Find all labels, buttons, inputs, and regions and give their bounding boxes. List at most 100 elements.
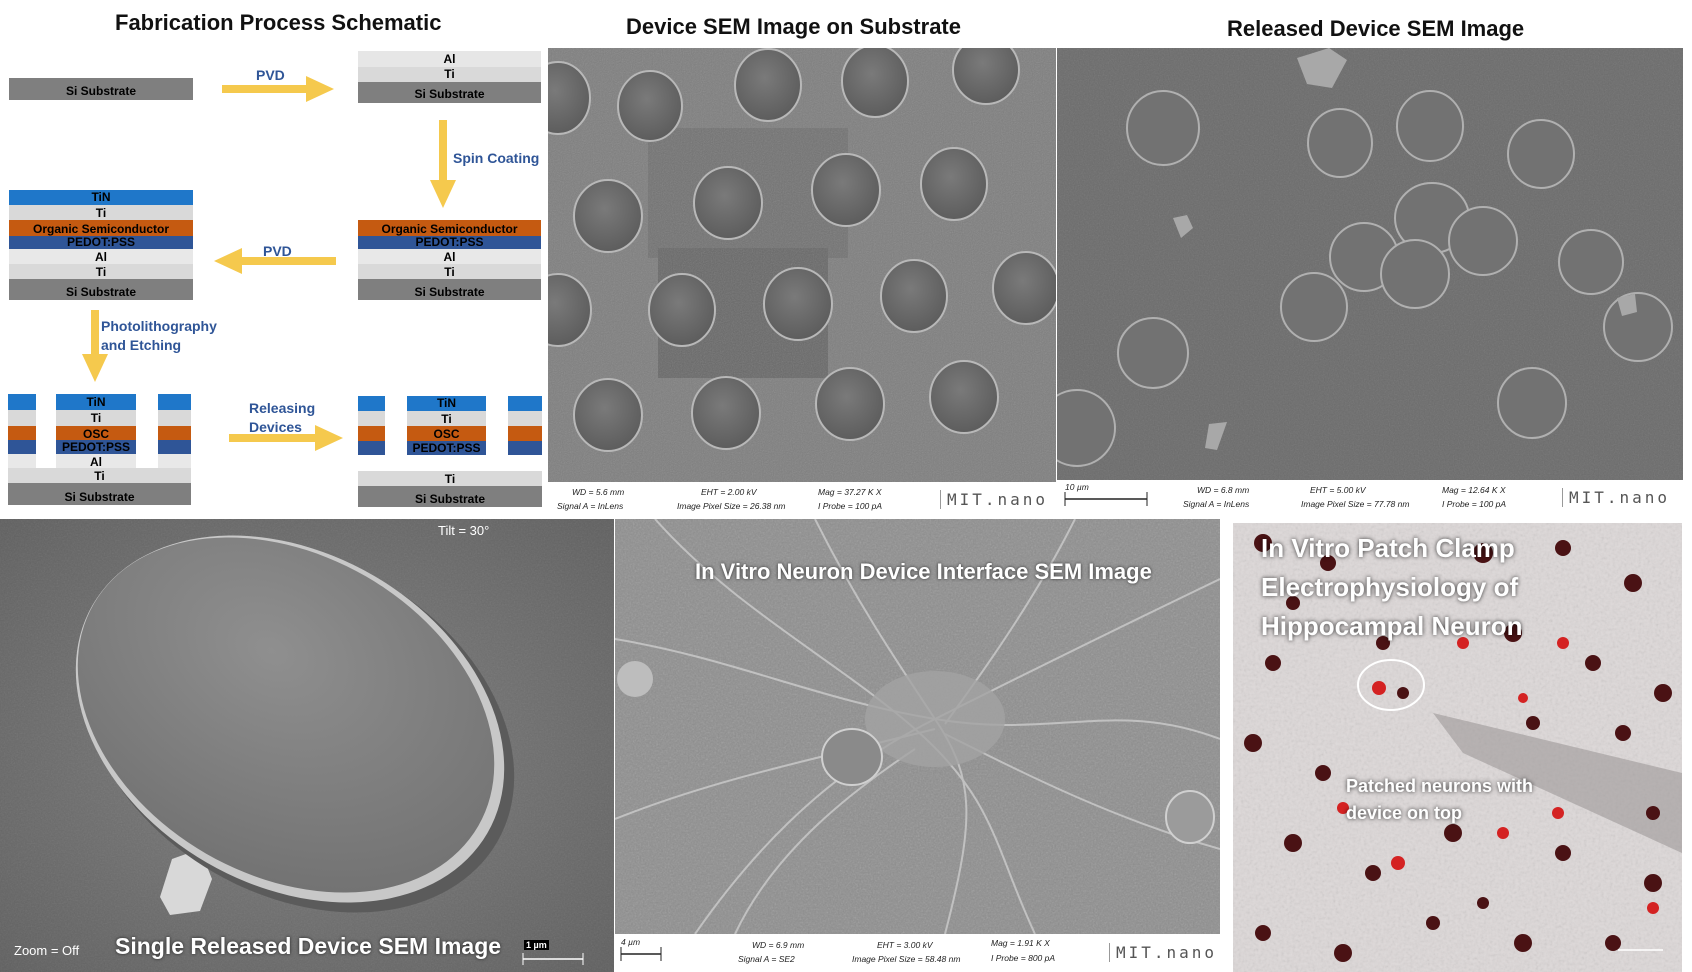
layer-si: Si Substrate: [9, 78, 193, 100]
layer-al: Al: [56, 454, 136, 468]
step-spin-coating: Spin Coating: [453, 150, 540, 166]
layer-ti: Ti: [358, 471, 542, 486]
signal-label: Signal A = InLens: [1183, 499, 1250, 509]
released-title: Released Device SEM Image: [1227, 16, 1525, 41]
layer-al: [8, 454, 36, 468]
layer-ti: [8, 410, 36, 426]
layer-osc: [8, 426, 36, 440]
layer-osc: Organic Semiconductor: [358, 220, 541, 236]
wd-label: WD = 5.6 mm: [572, 487, 625, 497]
mag-label: Mag = 37.27 K X: [818, 487, 882, 497]
scale-bar-label: 4 µm: [621, 937, 641, 947]
neuron-sem-image: [615, 519, 1220, 934]
arrow-right-icon: [229, 425, 343, 451]
pixel-size-label: Image Pixel Size = 26.38 nm: [677, 501, 786, 511]
arrow-down-icon: [430, 120, 456, 208]
arrow-down-icon: [82, 310, 108, 382]
step-photolithography: Photolithography and Etching: [101, 317, 217, 355]
layer-ti: [158, 410, 191, 426]
layer-ti: Ti: [358, 264, 541, 279]
layer-osc: [158, 426, 191, 440]
mit-nano-logo: MIT.nano: [940, 490, 1048, 509]
layer-pedot: PEDOT:PSS: [407, 441, 486, 455]
arrow-left-icon: [214, 248, 336, 274]
patched-neuron-annotation: Patched neurons with device on top: [1346, 773, 1533, 827]
layer-osc: OSC: [56, 426, 136, 440]
signal-label: Signal A = InLens: [557, 501, 624, 511]
layer-si: Si Substrate: [8, 483, 191, 505]
layer-tin: [508, 396, 542, 411]
layer-ti: Ti: [9, 205, 193, 220]
neuron-caption: In Vitro Neuron Device Interface SEM Ima…: [695, 559, 1152, 584]
mit-nano-logo: MIT.nano: [1109, 943, 1217, 962]
patch-title-line-1: In Vitro Patch Clamp: [1261, 533, 1515, 563]
sem-substrate-panel: WD = 5.6 mm Signal A = InLens EHT = 2.00…: [548, 48, 1056, 518]
layer-ti: Ti: [56, 410, 136, 426]
sem-substrate-image: [548, 48, 1056, 482]
pixel-size-label: Image Pixel Size = 77.78 nm: [1301, 499, 1410, 509]
step-photo-line-2: and Etching: [101, 337, 182, 353]
layer-tin: TiN: [9, 190, 193, 205]
layer-si: Si Substrate: [9, 279, 193, 300]
sem-released-infobar: 10 µm WD = 6.8 mm Signal A = InLens EHT …: [1057, 480, 1683, 518]
wd-label: WD = 6.9 mm: [752, 940, 805, 950]
sem-released-panel: 10 µm WD = 6.8 mm Signal A = InLens EHT …: [1057, 48, 1683, 518]
layer-pedot: PEDOT:PSS: [358, 236, 541, 249]
mag-label: Mag = 1.91 K X: [991, 938, 1050, 948]
layer-tin: [158, 394, 191, 410]
layer-ti: Ti: [9, 264, 193, 279]
eht-label: EHT = 5.00 kV: [1310, 485, 1366, 495]
step-releasing: Releasing Devices: [249, 399, 315, 437]
neuron-sem-panel: In Vitro Neuron Device Interface SEM Ima…: [615, 519, 1220, 972]
layer-tin: [358, 396, 385, 411]
scale-bar-icon: [1064, 492, 1148, 506]
step-release-line-1: Releasing: [249, 400, 316, 416]
patch-title-line-3: Hippocampal Neuron: [1261, 611, 1523, 641]
single-device-caption: Single Released Device SEM Image: [115, 933, 502, 959]
sem-substrate-infobar: WD = 5.6 mm Signal A = InLens EHT = 2.00…: [548, 482, 1056, 518]
tilt-label: Tilt = 30°: [438, 523, 490, 538]
step-photo-line-1: Photolithography: [101, 318, 217, 334]
probe-label: I Probe = 100 pA: [818, 501, 883, 511]
layer-ti: [508, 411, 542, 426]
scale-bar-label: 1 µm: [524, 940, 549, 950]
layer-osc: Organic Semiconductor: [9, 220, 193, 236]
layer-al: [158, 454, 191, 468]
substrate-title: Device SEM Image on Substrate: [626, 14, 961, 39]
layer-ti: Ti: [358, 67, 541, 82]
step-pvd-2: PVD: [263, 243, 292, 259]
layer-ti: Ti: [407, 411, 486, 426]
layer-al: Al: [358, 51, 541, 67]
patch-clamp-image: [1233, 523, 1682, 972]
layer-pedot: [158, 440, 191, 454]
scale-bar-icon: [522, 953, 584, 965]
single-device-image: [0, 519, 614, 972]
layer-pedot: PEDOT:PSS: [9, 236, 193, 249]
sem-released-image: [1057, 48, 1683, 482]
layer-ti: Ti: [8, 468, 191, 483]
mag-label: Mag = 12.64 K X: [1442, 485, 1506, 495]
layer-osc: [508, 426, 542, 441]
neuron-infobar: 4 µm WD = 6.9 mm Signal A = SE2 EHT = 3.…: [615, 934, 1220, 972]
fabrication-title: Fabrication Process Schematic: [115, 10, 442, 35]
layer-si: Si Substrate: [358, 82, 541, 103]
layer-pedot: [8, 440, 36, 454]
pixel-size-label: Image Pixel Size = 58.48 nm: [852, 954, 961, 964]
patch-clamp-panel: In Vitro Patch Clamp Electrophysiology o…: [1233, 523, 1682, 972]
patch-title-line-2: Electrophysiology of: [1261, 572, 1519, 602]
layer-tin: TiN: [407, 396, 486, 411]
layer-si: Si Substrate: [358, 279, 541, 300]
scale-bar-icon: [620, 947, 662, 961]
annotation-line-2: device on top: [1346, 803, 1463, 823]
eht-label: EHT = 3.00 kV: [877, 940, 933, 950]
step-release-line-2: Devices: [249, 419, 302, 435]
layer-pedot: [508, 441, 542, 455]
step-pvd-1: PVD: [256, 67, 285, 83]
probe-label: I Probe = 800 pA: [991, 953, 1056, 963]
layer-tin: [8, 394, 36, 410]
layer-tin: TiN: [56, 394, 136, 410]
patch-clamp-title: In Vitro Patch Clamp Electrophysiology o…: [1261, 529, 1522, 646]
layer-ti: [358, 411, 385, 426]
layer-osc: [358, 426, 385, 441]
layer-al: Al: [9, 249, 193, 264]
